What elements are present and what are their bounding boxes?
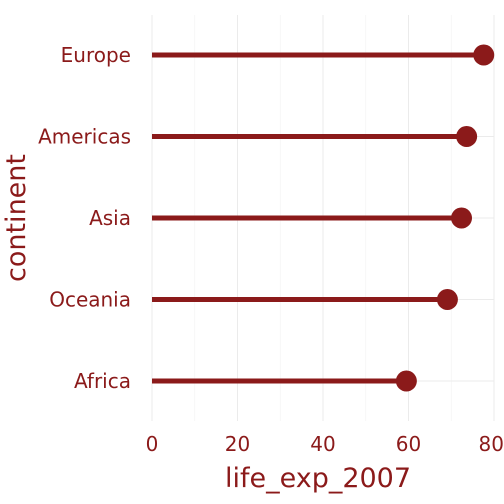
lollipop-point — [395, 370, 417, 392]
x-tick-labels: 0 20 40 60 80 — [146, 432, 504, 456]
y-tick-label: Europe — [61, 43, 131, 67]
y-tick-label: Africa — [74, 369, 131, 393]
lollipop-points — [395, 44, 495, 392]
x-tick-label: 80 — [479, 432, 504, 456]
y-axis-title: continent — [1, 154, 32, 282]
y-tick-label: Americas — [38, 125, 131, 149]
x-tick-label: 0 — [146, 432, 159, 456]
y-tick-labels: Europe Americas Asia Oceania Africa — [38, 43, 131, 393]
x-tick-label: 60 — [396, 432, 421, 456]
y-tick-label: Asia — [89, 206, 131, 230]
lollipop-point — [451, 207, 473, 229]
lollipop-point — [436, 289, 458, 310]
lollipop-stems — [152, 52, 484, 384]
x-tick-label: 40 — [310, 432, 335, 456]
y-tick-label: Oceania — [49, 288, 131, 312]
lollipop-point — [456, 126, 478, 147]
x-axis-title: life_exp_2007 — [225, 463, 411, 494]
x-tick-label: 20 — [225, 432, 250, 456]
lollipop-point — [473, 44, 495, 66]
